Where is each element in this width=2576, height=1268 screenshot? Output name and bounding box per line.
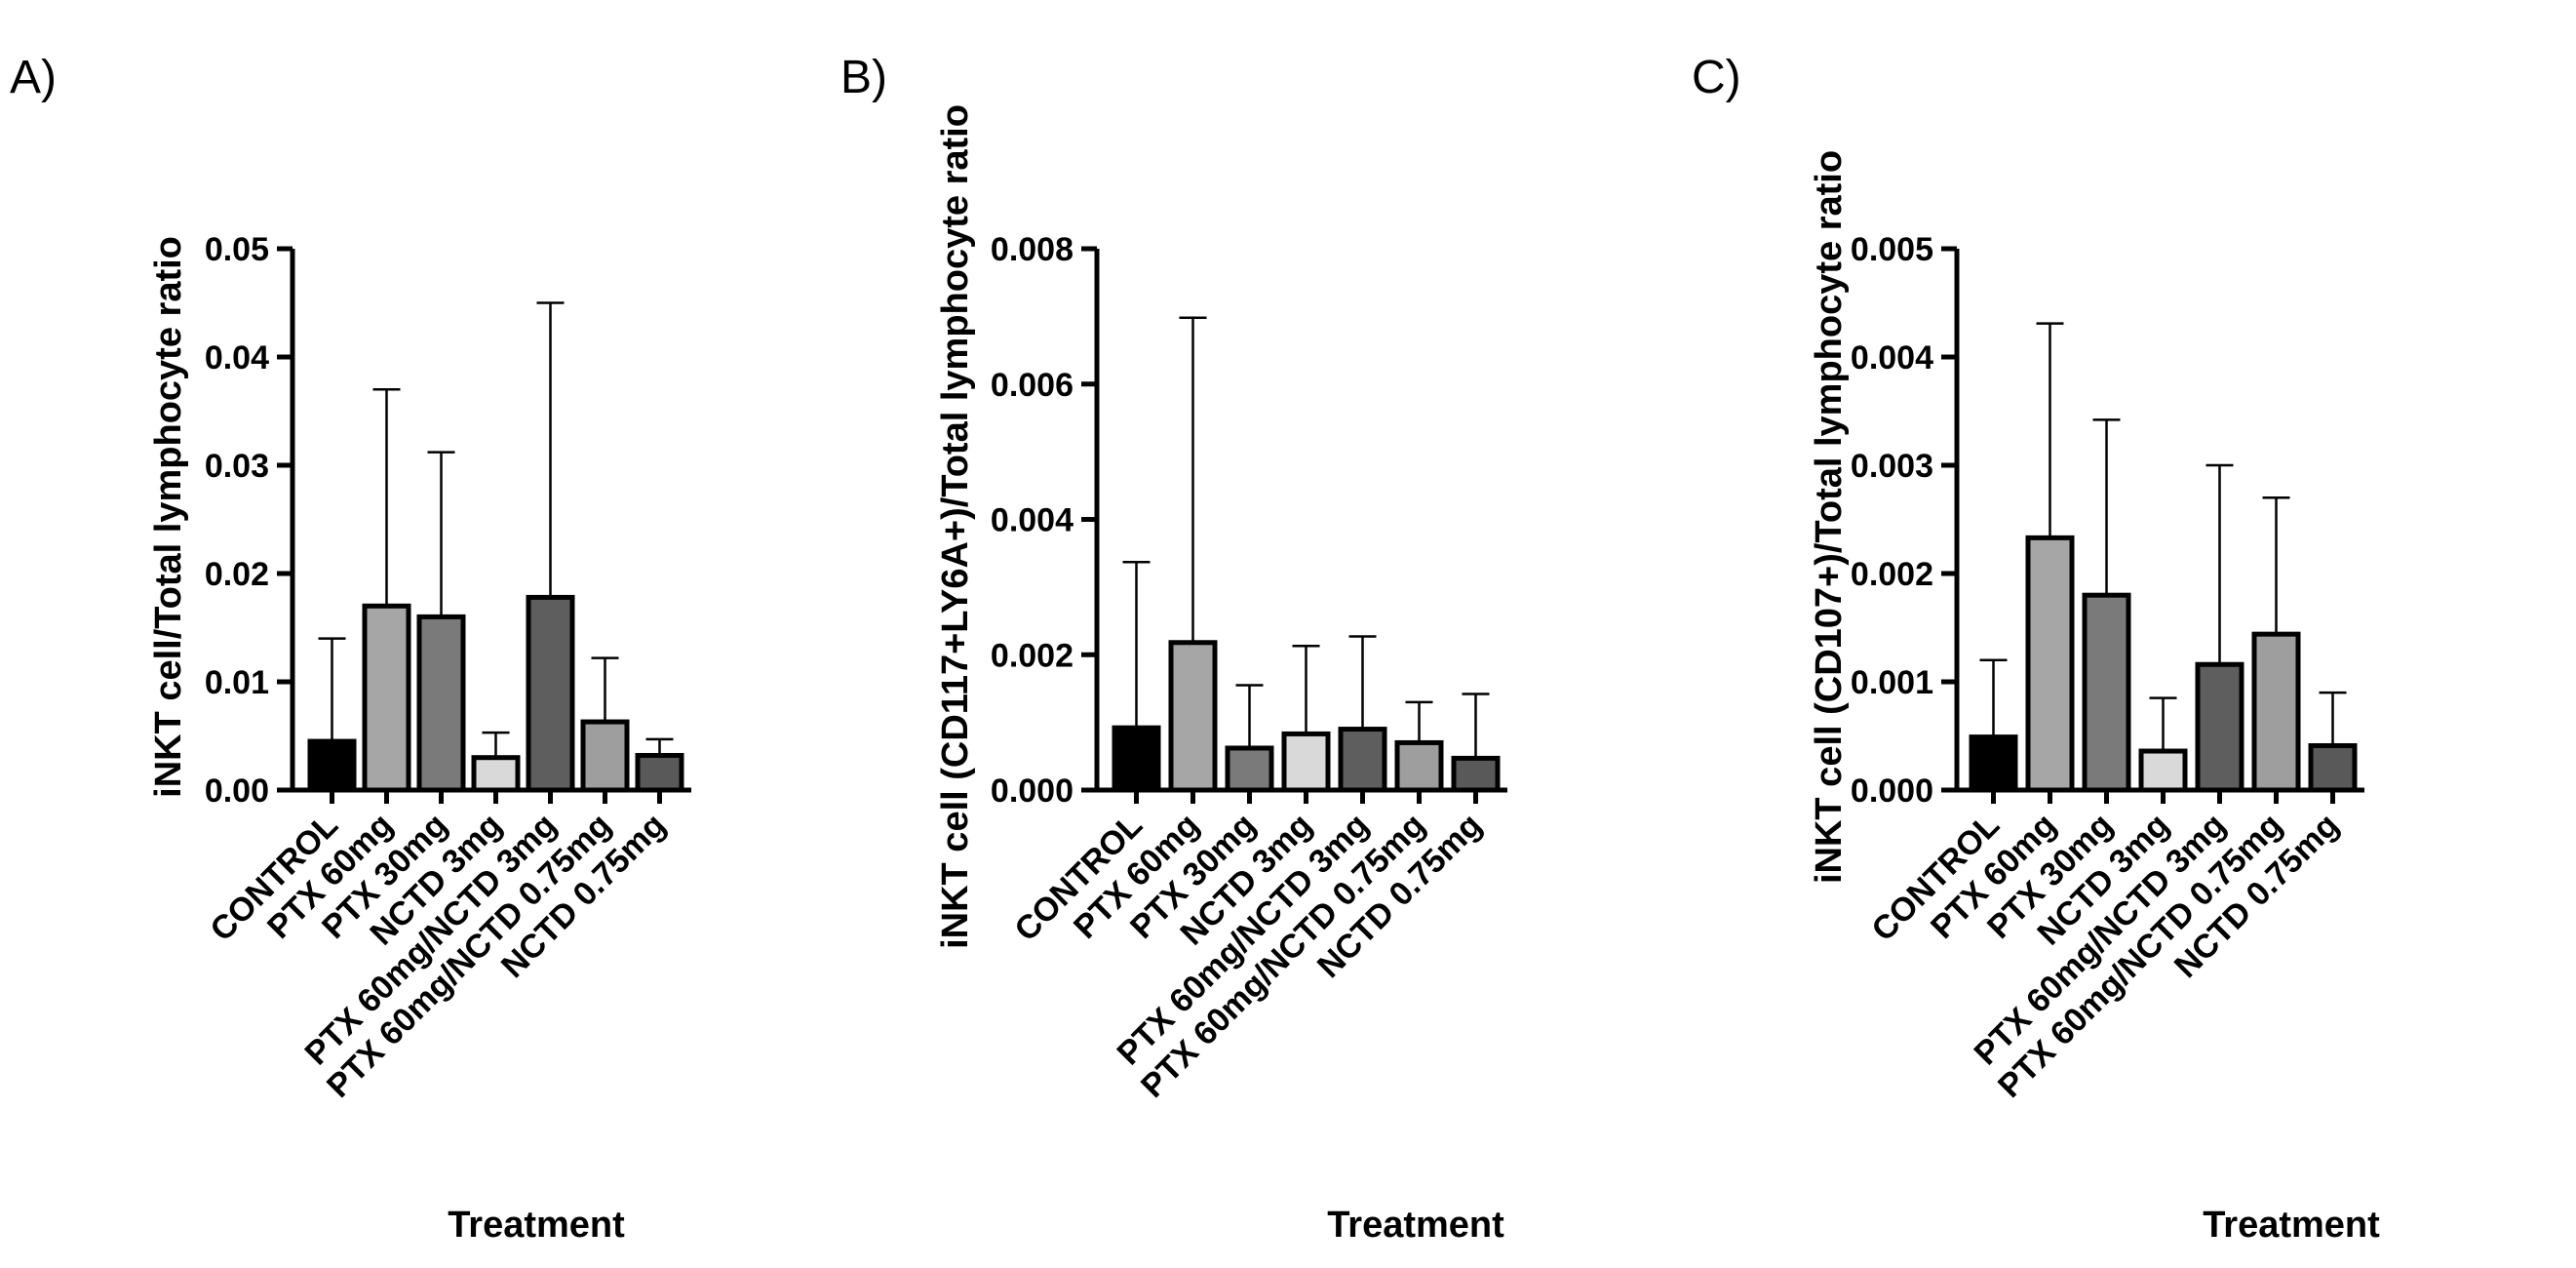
- panel-a-bar: [526, 594, 575, 793]
- panel-a-label: A): [10, 52, 57, 103]
- panel-b-y-tick-label: 0.006: [991, 367, 1073, 404]
- panel-c-bar: [2082, 592, 2131, 793]
- panel-b-bar: [1394, 739, 1444, 793]
- panel-c-bar: [2251, 631, 2301, 793]
- panel-b-bar: [1281, 731, 1331, 793]
- panel-c-y-axis-title: iNKT cell (CD107+)/Total lymphocyte rati…: [1809, 150, 1850, 884]
- panel-b: B) iNKT cell (CD117+LY6A+)/Total lymphoc…: [840, 52, 1507, 1246]
- panel-c-bar: [1969, 734, 2018, 793]
- panel-a-bar: [416, 614, 466, 793]
- panel-a-bar: [471, 755, 521, 793]
- panel-a-bar: [635, 752, 684, 793]
- panel-b-bar: [1168, 640, 1218, 793]
- panel-b-y-axis-title: iNKT cell (CD117+LY6A+)/Total lymphocyte…: [935, 104, 976, 949]
- panel-b-x-axis-title: Treatment: [1327, 1205, 1504, 1246]
- panel-a: A) iNKT cell/Total lymphocyte ratio Trea…: [10, 52, 691, 1246]
- panel-b-bar: [1112, 725, 1161, 793]
- panel-c-label: C): [1692, 52, 1741, 103]
- panel-c-y-tick-label: 0.005: [1851, 231, 1933, 268]
- panel-a-bar: [580, 719, 630, 793]
- panel-c-bar: [2195, 661, 2244, 793]
- panel-a-bar: [307, 738, 357, 793]
- panel-b-y-tick-label: 0.000: [991, 773, 1073, 810]
- panel-c-y-tick-label: 0.001: [1851, 664, 1933, 701]
- panel-a-y-tick-label: 0.05: [205, 231, 269, 268]
- panel-a-y-tick-label: 0.01: [205, 664, 269, 701]
- panel-c-y-tick-label: 0.002: [1851, 556, 1933, 593]
- panel-a-y-tick-label: 0.03: [205, 448, 269, 485]
- panel-c-bar: [2138, 748, 2188, 793]
- panel-a-y-tick-label: 0.04: [205, 339, 269, 376]
- panel-c-y-tick-label: 0.000: [1851, 773, 1933, 810]
- panel-b-bar: [1451, 755, 1501, 793]
- panel-a-y-axis-title: iNKT cell/Total lymphocyte ratio: [148, 236, 189, 798]
- panel-c-bar: [2025, 535, 2075, 793]
- panel-a-y-tick-label: 0.02: [205, 556, 269, 593]
- panel-c-plot: 0.0000.0010.0020.0030.0040.005CONTROLPTX…: [1851, 231, 2364, 1105]
- panel-c-bar: [2308, 742, 2358, 793]
- panel-b-y-tick-label: 0.008: [991, 231, 1073, 268]
- panel-b-y-tick-label: 0.002: [991, 637, 1073, 674]
- panel-c-y-tick-label: 0.003: [1851, 448, 1933, 485]
- panel-c: C) iNKT cell (CD107+)/Total lymphocyte r…: [1692, 52, 2380, 1246]
- panel-a-y-tick-label: 0.00: [205, 773, 269, 810]
- panel-b-y-tick-label: 0.004: [991, 502, 1073, 539]
- panel-a-x-axis-title: Treatment: [448, 1205, 625, 1246]
- panel-a-bar: [362, 603, 411, 793]
- panel-b-bar: [1338, 727, 1387, 793]
- panel-b-label: B): [840, 52, 887, 103]
- panel-c-y-tick-label: 0.004: [1851, 339, 1933, 376]
- panel-b-bar: [1225, 745, 1274, 793]
- panel-c-x-axis-title: Treatment: [2203, 1205, 2380, 1246]
